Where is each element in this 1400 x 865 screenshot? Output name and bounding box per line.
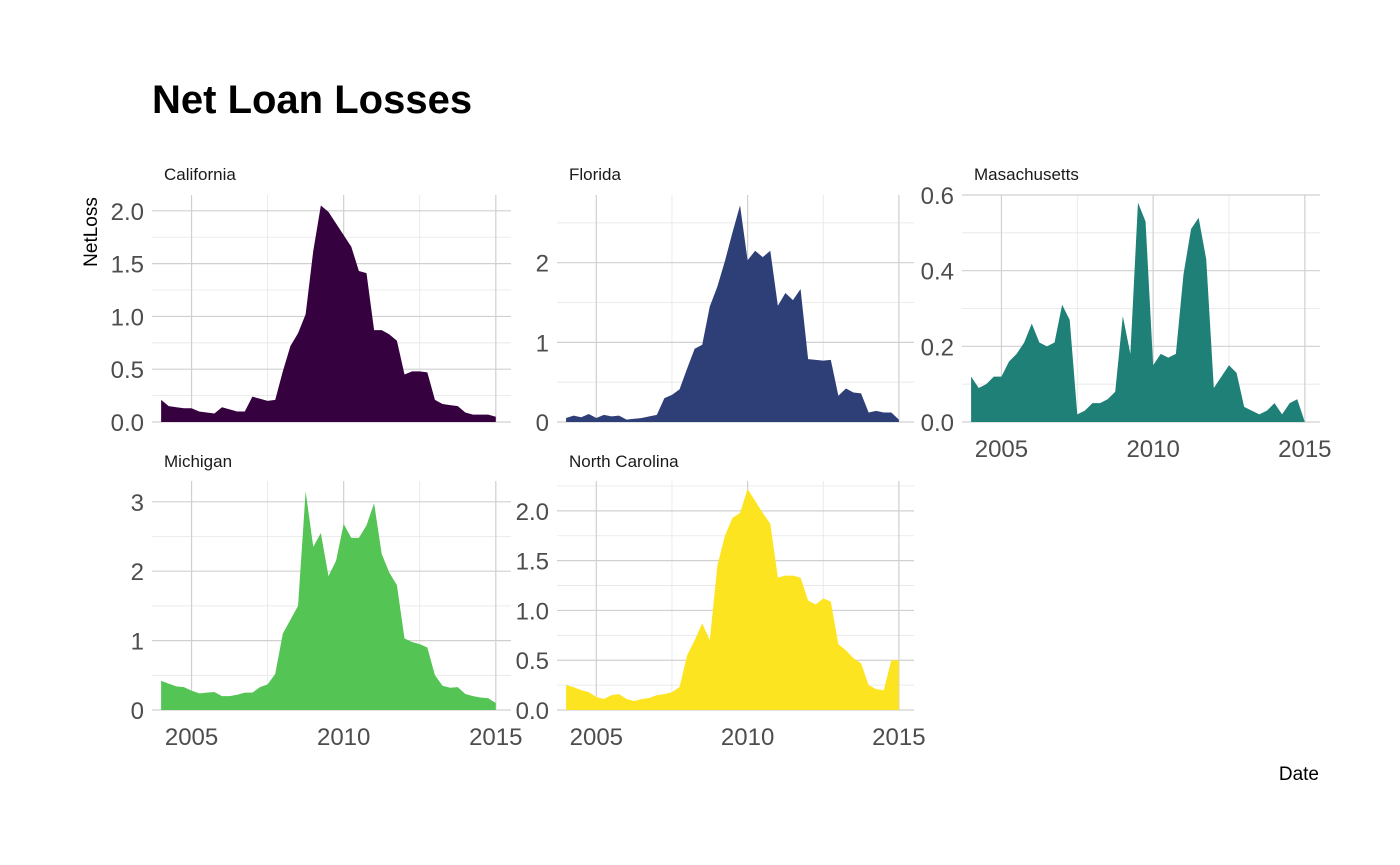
x-tick-label: 2005 [570, 724, 623, 751]
panel-title-florida: Florida [569, 165, 622, 184]
area-series-florida [566, 205, 899, 422]
y-tick-label: 2.0 [516, 499, 549, 526]
y-tick-label: 1 [131, 629, 144, 656]
panel-title-michigan: Michigan [164, 452, 232, 471]
y-tick-label: 0 [536, 410, 549, 437]
y-tick-label: 1.5 [111, 252, 144, 279]
y-tick-label: 1 [536, 330, 549, 357]
x-tick-label: 2010 [317, 724, 370, 751]
x-axis-label: Date [1279, 764, 1319, 785]
y-tick-label: 1.0 [111, 304, 144, 331]
facet-panels: 0.00.51.01.52.0California012Florida0.00.… [111, 165, 1332, 751]
y-tick-label: 3 [131, 490, 144, 517]
y-tick-label: 0.4 [921, 259, 954, 286]
panel-title-north-carolina: North Carolina [569, 452, 679, 471]
y-tick-label: 0.2 [921, 334, 954, 361]
y-tick-label: 0.5 [111, 357, 144, 384]
x-tick-label: 2015 [872, 724, 925, 751]
x-tick-label: 2005 [975, 436, 1028, 463]
panel-title-masachusetts: Masachusetts [974, 165, 1079, 184]
y-axis-label: NetLoss [81, 197, 102, 267]
y-tick-label: 2 [131, 559, 144, 586]
area-series-north-carolina [566, 488, 899, 710]
y-tick-label: 2 [536, 251, 549, 278]
y-tick-label: 1.5 [516, 549, 549, 576]
y-tick-label: 0.0 [921, 410, 954, 437]
y-tick-label: 0 [131, 698, 144, 725]
x-tick-label: 2015 [1278, 436, 1331, 463]
y-tick-label: 0.5 [516, 648, 549, 675]
x-tick-label: 2015 [469, 724, 522, 751]
panel-masachusetts: 0.0 0.2 0.4 0.6 2005 2010 2015 Masachusetts [921, 165, 1332, 463]
y-tick-label: 0.6 [921, 183, 954, 210]
panel-florida: 0 1 2 Florida [536, 165, 914, 437]
panel-north-carolina: 0.0 0.5 1.0 1.5 2.0 2005 2010 2015 North Carolin… [516, 452, 926, 751]
panel-title-california: California [164, 165, 236, 184]
panel-michigan: 0 1 2 3 2005 2010 2015 Michigan [131, 452, 523, 751]
y-tick-label: 2.0 [111, 199, 144, 226]
y-tick-label: 1.0 [516, 598, 549, 625]
area-series-michigan [161, 491, 496, 710]
panel-california: 0.0 0.5 1.0 1.5 2.0 California [111, 165, 511, 437]
area-series-masachusetts [971, 202, 1305, 422]
y-tick-label: 0.0 [111, 410, 144, 437]
x-tick-label: 2005 [165, 724, 218, 751]
y-tick-label: 0.0 [516, 698, 549, 725]
chart-title: Net Loan Losses [152, 78, 472, 122]
x-tick-label: 2010 [721, 724, 774, 751]
area-series-california [161, 205, 496, 422]
x-tick-label: 2010 [1126, 436, 1179, 463]
